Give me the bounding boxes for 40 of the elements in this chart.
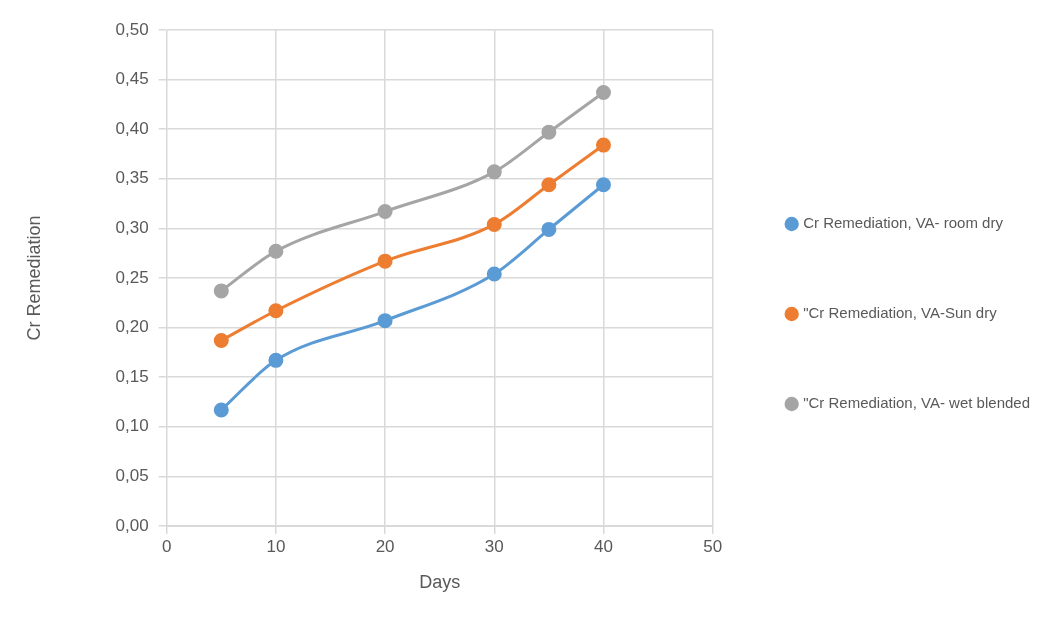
y-tick-label: 0,40 bbox=[115, 118, 149, 138]
point bbox=[377, 313, 393, 329]
point bbox=[268, 303, 284, 319]
y-tick-label: 0,45 bbox=[115, 69, 149, 89]
point bbox=[213, 283, 229, 299]
x-tick-label: 40 bbox=[594, 536, 613, 556]
legend-label: Cr Remediation, VA- room dry bbox=[803, 214, 1004, 232]
y-tick-label: 0,25 bbox=[115, 267, 149, 287]
point bbox=[486, 266, 502, 282]
y-tick-label: 0,50 bbox=[115, 19, 149, 39]
x-axis-title: Days bbox=[419, 572, 461, 593]
legend-label: "Cr Remediation, VA- wet blended bbox=[803, 394, 1030, 412]
point bbox=[486, 164, 502, 180]
x-tick-label: 10 bbox=[266, 536, 286, 556]
point bbox=[268, 352, 284, 368]
y-tick-label: 0,15 bbox=[115, 366, 149, 386]
point bbox=[541, 177, 557, 193]
point bbox=[595, 85, 611, 100]
point bbox=[595, 177, 611, 193]
point bbox=[268, 243, 284, 259]
point bbox=[486, 216, 502, 232]
point bbox=[541, 221, 557, 237]
point bbox=[377, 204, 393, 220]
x-tick-label: 30 bbox=[484, 536, 504, 556]
point bbox=[213, 333, 229, 348]
y-tick-label: 0,35 bbox=[115, 168, 149, 188]
y-tick-label: 0,05 bbox=[115, 466, 149, 486]
y-tick-label: 0,10 bbox=[115, 416, 149, 436]
x-tick-label: 0 bbox=[161, 536, 172, 556]
x-tick-label: 20 bbox=[375, 536, 395, 556]
point bbox=[541, 124, 557, 140]
y-axis-title: Cr Remediation bbox=[23, 215, 44, 341]
y-tick-label: 0,00 bbox=[115, 515, 149, 535]
y-tick-label: 0,20 bbox=[115, 317, 149, 337]
point bbox=[595, 137, 611, 153]
y-tick-label: 0,30 bbox=[115, 218, 149, 238]
point bbox=[377, 253, 393, 269]
point bbox=[213, 402, 229, 418]
x-tick-label: 50 bbox=[703, 536, 723, 556]
legend-label: "Cr Remediation, VA-Sun dry bbox=[803, 304, 998, 322]
